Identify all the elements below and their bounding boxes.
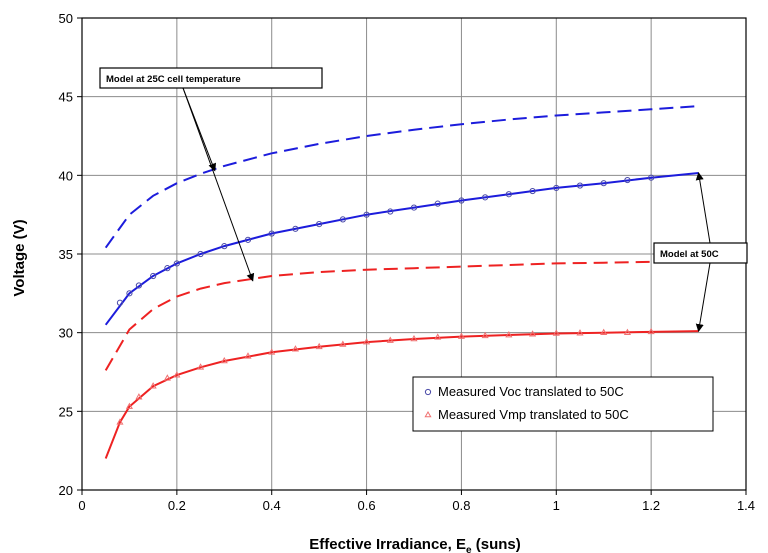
y-tick-label: 30	[59, 326, 73, 341]
vmp-point	[197, 363, 205, 370]
legend-box	[412, 376, 714, 432]
voc-point	[505, 191, 512, 198]
legend-vmp-label: Measured Vmp translated to 50C	[438, 407, 629, 422]
voc-point	[600, 180, 607, 187]
vmp-point	[116, 418, 124, 425]
vmp-point	[268, 348, 276, 355]
voc-point	[221, 243, 228, 250]
vmp-point	[481, 331, 489, 339]
voc-point	[624, 176, 631, 184]
x-tick-label: 1.2	[642, 498, 660, 513]
voc-point	[339, 216, 346, 223]
x-axis-title: Effective Irradiance, Ee (suns)	[309, 536, 520, 553]
annotation-text: Model at 25C cell temperature	[106, 74, 241, 85]
vmp-point	[173, 371, 181, 378]
x-axis-title-main: Effective Irradiance, E	[309, 536, 466, 553]
y-tick-label: 20	[59, 483, 73, 498]
voc-point	[292, 225, 299, 232]
vmp-point	[244, 352, 252, 359]
voc-point	[458, 197, 465, 204]
vmp-point	[315, 342, 323, 350]
voc-point	[197, 250, 204, 258]
model-50c-blue-line	[104, 172, 699, 326]
y-tick-label: 45	[59, 90, 73, 105]
x-tick-label: 1.4	[737, 498, 755, 513]
voc-point	[553, 184, 560, 192]
voc-point	[164, 265, 171, 272]
x-tick-label: 0.6	[358, 498, 376, 513]
y-tick-label: 35	[59, 247, 73, 262]
voc-point	[576, 182, 584, 189]
vmp-point	[434, 333, 442, 340]
vmp-point	[163, 374, 171, 381]
vmp-point	[647, 327, 655, 335]
x-axis-title-subscript: e	[466, 545, 472, 553]
voc-point	[648, 174, 655, 181]
annotation-box	[99, 67, 323, 89]
vmp-measured-series	[116, 327, 655, 425]
model-25c-red-line	[104, 260, 699, 371]
voc-point	[268, 230, 275, 237]
x-tick-label: 1	[553, 498, 560, 513]
tick-labels: 0 0.2 0.4 0.6 0.8 1 1.2 1.4 20 25 30 35 40 45 50	[59, 11, 756, 513]
grid	[82, 18, 746, 490]
vmp-point	[505, 331, 513, 338]
vmp-point	[600, 328, 608, 335]
voc-point	[434, 200, 441, 207]
annotation-25c: Model at 25C cell temperature	[99, 67, 323, 282]
legend-voc-marker	[424, 388, 432, 396]
annotation-box	[653, 242, 748, 264]
annotation-text: Model at 50C	[660, 249, 719, 260]
voc-measured-series	[116, 174, 655, 306]
y-tick-label: 50	[59, 11, 73, 26]
voc-point	[244, 236, 252, 243]
vmp-point	[291, 345, 299, 352]
vmp-point	[125, 402, 133, 409]
voc-point	[482, 194, 489, 201]
voc-point	[316, 221, 323, 228]
x-tick-label: 0	[78, 498, 85, 513]
vmp-point	[529, 330, 537, 337]
vmp-point	[623, 328, 631, 335]
vmp-point	[457, 332, 465, 339]
legend-items: Measured Voc translated to 50C Measured V…	[424, 384, 629, 422]
vmp-point	[576, 329, 584, 336]
model-50c-red-line	[104, 330, 699, 459]
annotation-arrow	[182, 87, 255, 282]
vmp-point	[339, 340, 347, 347]
legend: Measured Voc translated to 50C Measured V…	[412, 376, 714, 432]
vmp-point	[552, 329, 560, 336]
series-layer	[104, 105, 699, 459]
vmp-point	[135, 393, 143, 400]
y-tick-label: 40	[59, 168, 73, 183]
vmp-point	[410, 334, 418, 342]
x-tick-label: 0.4	[263, 498, 281, 513]
annotations: Model at 25C cell temperature Model at 50…	[99, 67, 748, 333]
voc-point	[135, 282, 143, 289]
vmp-point	[386, 336, 394, 343]
voc-point	[150, 272, 157, 280]
legend-vmp-marker	[424, 410, 432, 418]
model-25c-blue-line	[104, 105, 699, 249]
x-tick-label: 0.8	[452, 498, 470, 513]
voc-point	[387, 208, 394, 215]
voc-point	[363, 211, 370, 218]
voc-point	[126, 290, 133, 297]
voc-point	[529, 187, 536, 195]
legend-voc-label: Measured Voc translated to 50C	[438, 384, 624, 399]
vmp-point	[149, 382, 157, 389]
voc-point	[173, 260, 180, 267]
annotation-arrow	[695, 171, 711, 244]
vmp-point	[363, 338, 371, 345]
x-tick-label: 0.2	[168, 498, 186, 513]
y-tick-label: 25	[59, 404, 73, 419]
voc-point	[116, 299, 124, 306]
annotation-50c: Model at 50C	[653, 171, 748, 333]
y-axis-title: Voltage (V)	[11, 219, 28, 296]
vmp-point	[220, 356, 228, 364]
voc-point	[410, 204, 418, 211]
annotation-arrow	[695, 262, 711, 333]
x-axis-title-suffix: (suns)	[472, 536, 521, 553]
